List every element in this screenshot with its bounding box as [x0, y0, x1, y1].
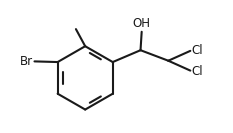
Text: Cl: Cl — [192, 44, 203, 57]
Text: Cl: Cl — [192, 65, 203, 78]
Text: OH: OH — [133, 17, 151, 30]
Text: Br: Br — [20, 55, 33, 68]
